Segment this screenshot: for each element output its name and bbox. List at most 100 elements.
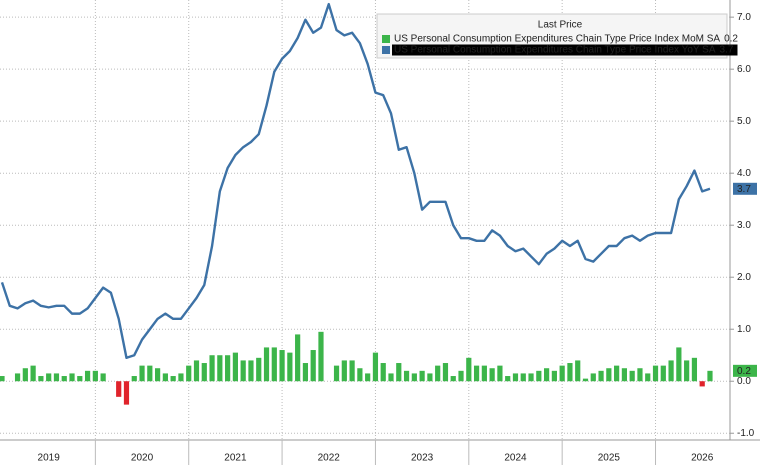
bar: [660, 365, 666, 382]
bar: [512, 373, 519, 382]
bar: [201, 363, 207, 382]
bar: [684, 360, 690, 382]
bar: [279, 350, 285, 382]
bar: [427, 373, 433, 382]
last-value-label: 0.2: [737, 366, 751, 377]
bar: [544, 368, 550, 382]
bar: [178, 373, 184, 382]
bar: [333, 365, 340, 382]
bar: [217, 355, 223, 382]
bar: [442, 363, 449, 382]
bar: [629, 370, 635, 382]
y-tick-label: 3.0: [737, 220, 751, 231]
y-tick-label: 5.0: [737, 116, 751, 127]
legend-swatch: [382, 46, 390, 54]
bar: [318, 331, 324, 382]
bar: [209, 355, 215, 382]
bar: [497, 365, 503, 382]
bar: [240, 360, 246, 382]
bar: [0, 376, 5, 382]
bar: [225, 355, 231, 382]
y-tick-label: 1.0: [737, 324, 751, 335]
bar: [473, 365, 480, 382]
bar: [155, 368, 161, 382]
legend-value: 3.7: [720, 45, 734, 56]
legend-highlight: [392, 44, 738, 56]
bar: [131, 376, 137, 382]
bar: [232, 352, 238, 382]
bar: [139, 365, 145, 382]
y-tick-label: 4.0: [737, 168, 751, 179]
bar: [349, 360, 355, 382]
bar: [263, 347, 270, 382]
bar: [170, 376, 176, 382]
bar: [458, 370, 464, 382]
bar: [489, 368, 495, 382]
bar: [637, 368, 643, 382]
bar: [116, 381, 122, 397]
bar: [598, 370, 604, 382]
bar: [668, 360, 674, 382]
bar: [123, 381, 130, 405]
bar: [341, 360, 347, 382]
y-tick-label: 2.0: [737, 272, 751, 283]
bar: [691, 357, 698, 382]
bar: [582, 378, 589, 382]
bar: [575, 360, 581, 382]
line: [0, 2, 711, 360]
bar: [411, 373, 417, 382]
bar: [606, 368, 612, 382]
legend-value: 0.2: [724, 34, 738, 45]
last-value-box: [733, 364, 757, 377]
y-tick-label: 6.0: [737, 64, 751, 75]
bar: [388, 373, 394, 382]
bar: [287, 352, 293, 382]
bar: [38, 376, 44, 382]
bar: [450, 376, 456, 382]
x-tick-label: 2024: [504, 453, 527, 464]
marks: [0, 2, 713, 405]
bar: [466, 357, 472, 382]
bar: [186, 365, 192, 382]
bar: [162, 373, 168, 382]
bar: [84, 370, 91, 382]
bar: [69, 373, 75, 382]
bar: [147, 365, 153, 382]
bar: [536, 370, 542, 382]
legend-title: Last Price: [538, 20, 583, 31]
bar: [419, 370, 425, 382]
bar: [46, 373, 52, 382]
bar: [365, 373, 371, 382]
y-tick-label: 7.0: [737, 12, 751, 23]
legend-label: US Personal Consumption Expenditures Cha…: [394, 45, 716, 56]
bar: [396, 363, 402, 382]
x-tick-label: 2020: [131, 453, 154, 464]
bar: [520, 373, 526, 382]
bar: [100, 373, 106, 382]
bar: [652, 365, 659, 382]
bar: [403, 370, 410, 382]
bar: [357, 368, 363, 382]
bar: [481, 365, 487, 382]
bar: [699, 381, 705, 387]
bar: [302, 363, 309, 382]
legend-label: US Personal Consumption Expenditures Cha…: [394, 34, 720, 45]
bar: [248, 360, 254, 382]
bar: [295, 334, 301, 382]
bar: [271, 347, 277, 382]
bar: [505, 376, 511, 382]
y-tick-label: 0.0: [737, 376, 751, 387]
bar: [256, 357, 262, 382]
last-value-label: 3.7: [737, 184, 751, 195]
x-tick-label: 2026: [691, 453, 714, 464]
bar: [14, 373, 21, 382]
y-tick-label: -1.0: [737, 428, 755, 439]
bar: [372, 352, 379, 382]
bar: [528, 373, 534, 382]
bar: [551, 370, 557, 382]
x-tick-label: 2022: [318, 453, 341, 464]
legend-swatch: [382, 35, 390, 43]
bar: [380, 363, 386, 382]
